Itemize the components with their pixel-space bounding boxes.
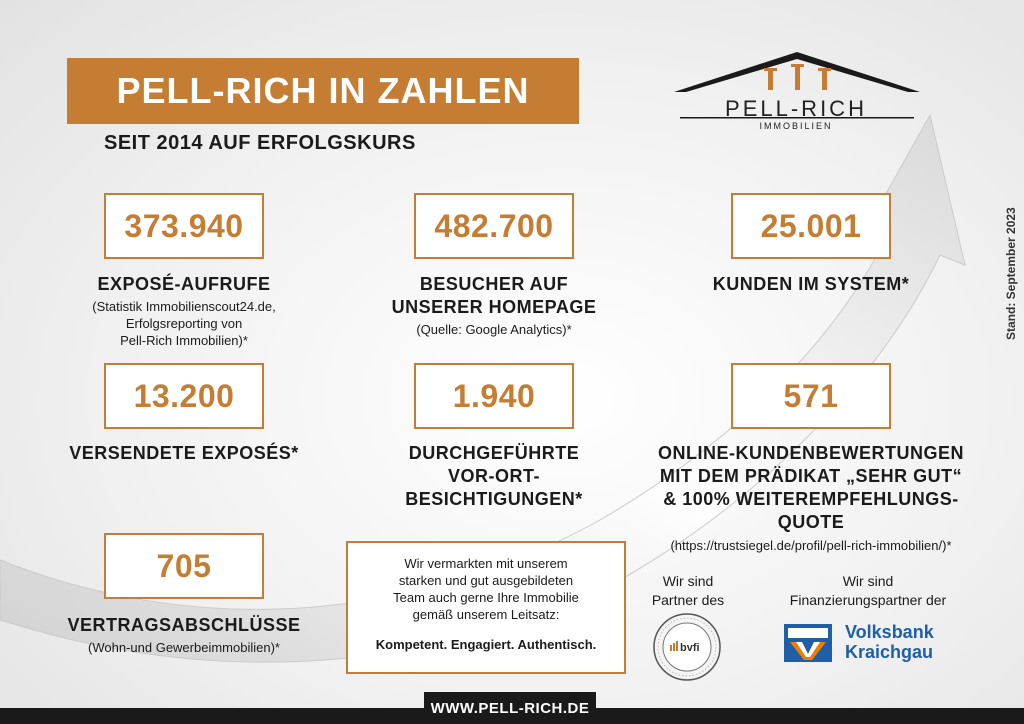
house-roof-logo-icon xyxy=(674,52,920,119)
stat-label: KUNDEN IM SYSTEM* xyxy=(712,274,910,294)
motto-text: Wir vermarkten mit unserem starken und g… xyxy=(393,556,579,622)
stat-value-box: 13.200 xyxy=(104,363,264,429)
logo-subname: IMMOBILIEN xyxy=(759,121,833,131)
stat-value-box: 705 xyxy=(104,533,264,599)
stat-label: VERSENDETE EXPOSÉS* xyxy=(69,443,299,463)
stat-label: ONLINE-KUNDENBEWERTUNGEN MIT DEM PRÄDIKA… xyxy=(658,443,964,532)
stat-value-box: 25.001 xyxy=(731,193,891,259)
motto-box: Wir vermarkten mit unserem starken und g… xyxy=(346,541,626,674)
stat-value-box: 373.940 xyxy=(104,193,264,259)
stat-label: VERTRAGSABSCHLÜSSE xyxy=(67,615,301,635)
stat-note: (Wohn-und Gewerbeimmobilien)* xyxy=(88,640,280,655)
stat-note: (https://trustsiegel.de/profil/pell-rich… xyxy=(670,538,952,553)
motto-slogan: Kompetent. Engagiert. Authentisch. xyxy=(375,637,597,652)
stand-date: Stand: September 2023 xyxy=(1004,207,1018,340)
stat-note: (Quelle: Google Analytics)* xyxy=(416,322,572,337)
website-link[interactable]: WWW.PELL-RICH.DE xyxy=(424,692,596,724)
stat-value-box: 482.700 xyxy=(414,193,574,259)
stat-value-box: 1.940 xyxy=(414,363,574,429)
stat-note: (Statistik Immobilienscout24.de, Erfolgs… xyxy=(92,299,276,348)
volksbank-partner-title: Wir sind Finanzierungspartner der xyxy=(789,573,947,608)
stat-label: BESUCHER AUF UNSERER HOMEPAGE xyxy=(391,274,597,317)
stat-value-box: 571 xyxy=(731,363,891,429)
stat-label: DURCHGEFÜHRTE VOR-ORT- BESICHTIGUNGEN* xyxy=(405,443,583,509)
volksbank-name: Volksbank Kraichgau xyxy=(845,622,934,662)
bvfi-seal-text: bvfi xyxy=(680,642,700,654)
bvfi-partner-title: Wir sind Partner des xyxy=(651,573,725,608)
bvfi-seal-icon: bvfi xyxy=(653,613,721,681)
logo-name: PELL-RICH xyxy=(725,96,867,121)
volksbank-logo-icon xyxy=(784,624,832,662)
stat-label: EXPOSÉ-AUFRUFE xyxy=(97,274,271,294)
page-subtitle: SEIT 2014 AUF ERFOLGSKURS xyxy=(104,132,416,154)
page-title: PELL-RICH IN ZAHLEN xyxy=(67,58,579,124)
